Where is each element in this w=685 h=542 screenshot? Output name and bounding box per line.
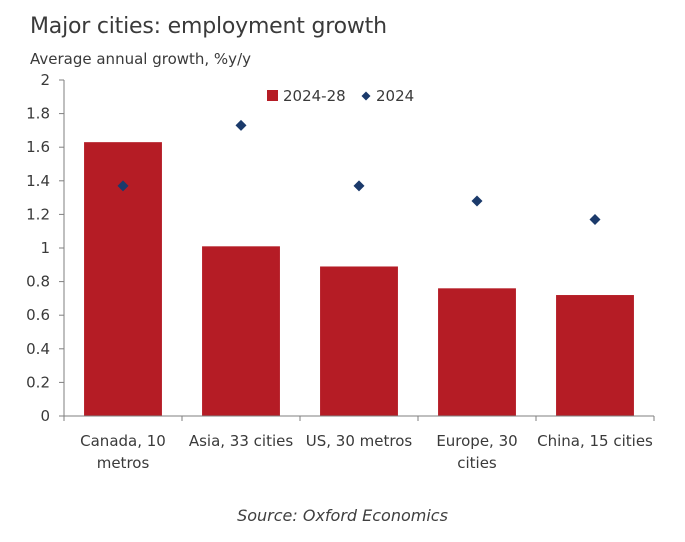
y-tick-label: 1.2 xyxy=(26,205,50,223)
x-category-label: cities xyxy=(457,454,497,472)
y-axis-label: Average annual growth, %y/y xyxy=(30,50,251,68)
marker-point xyxy=(117,180,129,192)
bar xyxy=(438,288,516,416)
legend-swatch-bar xyxy=(267,90,278,101)
x-category-label: US, 30 metros xyxy=(306,432,413,450)
chart-plot: 0 0.2 0.4 0.6 0.8 1 1.2 1.4 1.6 1.8 2 Canada, 10 met… xyxy=(26,71,655,472)
y-tick-label: 0.2 xyxy=(26,373,50,391)
marker-point xyxy=(589,213,601,225)
source-note: Source: Oxford Economics xyxy=(237,506,448,525)
y-tick-label: 2 xyxy=(40,71,50,89)
legend-label: 2024-28 xyxy=(283,87,346,105)
chart-title: Major cities: employment growth xyxy=(30,14,387,39)
bar xyxy=(320,266,398,416)
marker-point xyxy=(235,119,247,131)
x-category-label: China, 15 cities xyxy=(537,432,653,450)
bar xyxy=(202,246,280,416)
marker-point xyxy=(353,180,365,192)
x-category-label: metros xyxy=(97,454,150,472)
y-tick-label: 1.8 xyxy=(26,105,50,123)
y-tick-label: 0.6 xyxy=(26,306,50,324)
y-tick-label: 1 xyxy=(40,239,50,257)
y-tick-label: 0.4 xyxy=(26,340,50,358)
y-tick-label: 0 xyxy=(40,407,50,425)
y-tick-label: 1.4 xyxy=(26,172,50,190)
legend-swatch-marker xyxy=(361,91,371,101)
marker-point xyxy=(471,195,483,207)
x-category-label: Europe, 30 xyxy=(436,432,517,450)
legend-label: 2024 xyxy=(376,87,414,105)
x-category-label: Asia, 33 cities xyxy=(189,432,294,450)
bar xyxy=(556,295,634,416)
y-tick-label: 1.6 xyxy=(26,138,50,156)
y-tick-label: 0.8 xyxy=(26,273,50,291)
x-category-label: Canada, 10 xyxy=(80,432,166,450)
